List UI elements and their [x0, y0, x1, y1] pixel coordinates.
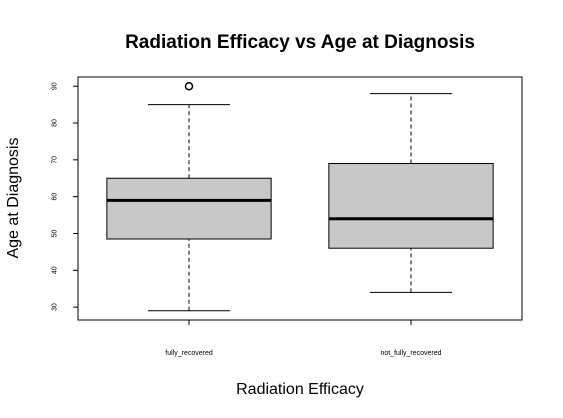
box-not-fully-recovered: [328, 93, 494, 293]
y-tick-label: 30: [52, 303, 59, 311]
plot-frame: [77, 76, 523, 321]
x-axis-label: Radiation Efficacy: [236, 381, 364, 398]
iqr-box: [106, 177, 272, 240]
box-fully-recovered: [106, 81, 272, 312]
x-tick-label: not_fully_recovered: [380, 350, 441, 357]
y-tick-label: 80: [52, 119, 59, 127]
x-axis: fully_recovered not_fully_recovered: [165, 320, 442, 357]
y-tick-label: 90: [52, 82, 59, 90]
boxes: [106, 81, 494, 312]
x-tick-label: fully_recovered: [165, 350, 213, 357]
y-tick-label: 50: [52, 229, 59, 237]
outlier-point: [184, 81, 194, 91]
y-tick-label: 60: [52, 193, 59, 201]
y-axis-label: Age at Diagnosis: [5, 138, 22, 259]
chart-title: Radiation Efficacy vs Age at Diagnosis: [125, 32, 475, 53]
iqr-box: [328, 163, 494, 249]
y-tick-label: 40: [52, 266, 59, 274]
y-tick-label: 70: [52, 156, 59, 164]
y-axis: 30 40 50 60 70 80 90: [52, 82, 78, 311]
